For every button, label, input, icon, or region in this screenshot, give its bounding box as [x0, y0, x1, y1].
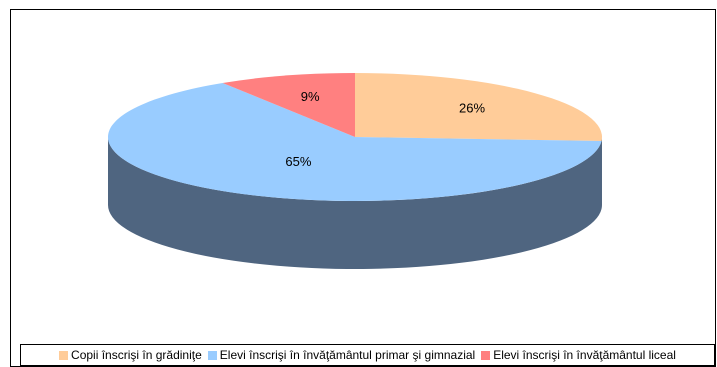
pie-label-1: 65% — [285, 154, 311, 169]
pie-label-0: 26% — [459, 101, 485, 116]
legend-swatch-primar-gimnazial — [207, 350, 217, 360]
legend-item-liceal: Elevi înscrişi în învăţământul liceal — [481, 348, 676, 362]
legend-swatch-liceal — [481, 350, 491, 360]
legend-label-gradinite: Copii înscrişi în grădiniţe — [71, 348, 202, 362]
pie-slice-2 — [222, 73, 355, 137]
legend-label-primar-gimnazial: Elevi înscrişi în învăţământul primar şi… — [219, 348, 476, 362]
pie-slice-0 — [355, 73, 602, 142]
legend-label-liceal: Elevi înscrişi în învăţământul liceal — [493, 348, 676, 362]
pie-slice-1 — [107, 82, 602, 202]
legend-item-gradinite: Copii înscrişi în grădiniţe — [59, 348, 202, 362]
legend-swatch-gradinite — [59, 350, 69, 360]
pie-side-1 — [108, 137, 602, 269]
pie-label-2: 9% — [301, 89, 320, 104]
pie-group: 26% 65% 9% — [107, 73, 602, 269]
legend-item-primar-gimnazial: Elevi înscrişi în învăţământul primar şi… — [207, 348, 476, 362]
legend: Copii înscrişi în grădiniţe Elevi înscri… — [20, 344, 715, 366]
